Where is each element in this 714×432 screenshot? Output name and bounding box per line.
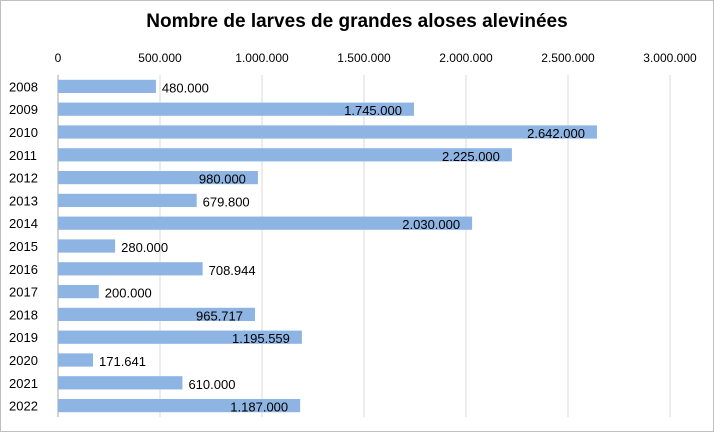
y-tick-label: 2018 [9, 307, 38, 322]
bar [58, 284, 99, 299]
x-tick-label: 500.000 [138, 51, 182, 65]
data-label: 480.000 [162, 80, 209, 95]
y-tick-label: 2010 [9, 125, 38, 140]
bar [58, 216, 473, 230]
data-label: 2.225.000 [442, 149, 500, 164]
y-tick-label: 2017 [9, 285, 38, 300]
data-label: 2.030.000 [402, 217, 460, 232]
y-tick-label: 2014 [9, 216, 38, 231]
bar [58, 125, 597, 139]
data-label: 200.000 [105, 286, 152, 301]
x-tick-label: 2.000.000 [439, 51, 493, 65]
bar [58, 376, 183, 390]
data-label: 610.000 [188, 377, 235, 392]
y-tick-label: 2011 [9, 148, 37, 163]
x-tick-label: 1.000.000 [235, 51, 289, 65]
y-tick-label: 2009 [9, 102, 38, 117]
bar [58, 330, 302, 344]
data-label: 1.745.000 [344, 103, 402, 118]
y-tick-label: 2020 [9, 353, 38, 368]
y-tick-label: 2021 [9, 376, 38, 391]
data-label: 280.000 [121, 240, 168, 255]
x-tick-label: 1.500.000 [337, 51, 391, 65]
bar [58, 148, 512, 162]
data-label: 171.641 [99, 354, 146, 369]
bar [58, 353, 94, 367]
y-tick-label: 2013 [9, 193, 38, 208]
bar [58, 193, 197, 208]
x-tick-label: 0 [55, 51, 62, 65]
data-label: 965.717 [196, 308, 243, 323]
x-tick-label: 2.500.000 [541, 51, 595, 65]
data-label: 980.000 [199, 172, 246, 187]
bar [58, 102, 414, 116]
y-tick-label: 2016 [9, 262, 38, 277]
data-label: 2.642.000 [527, 126, 585, 141]
data-label: 679.800 [203, 194, 250, 209]
data-label: 1.187.000 [230, 400, 288, 415]
bar [58, 262, 203, 276]
bar [58, 239, 116, 253]
y-tick-label: 2012 [9, 171, 38, 186]
y-tick-label: 2015 [9, 239, 38, 254]
data-label: 708.944 [209, 263, 256, 278]
bar [58, 307, 256, 322]
y-tick-label: 2008 [9, 79, 38, 94]
bar [58, 398, 301, 413]
y-tick-label: 2022 [9, 399, 38, 414]
data-label: 1.195.559 [232, 331, 290, 346]
chart-title: Nombre de larves de grandes aloses alevi… [146, 11, 568, 32]
x-tick-label: 3.000.000 [643, 51, 697, 65]
bar [58, 79, 156, 94]
y-tick-label: 2019 [9, 330, 38, 345]
bar [58, 170, 258, 185]
